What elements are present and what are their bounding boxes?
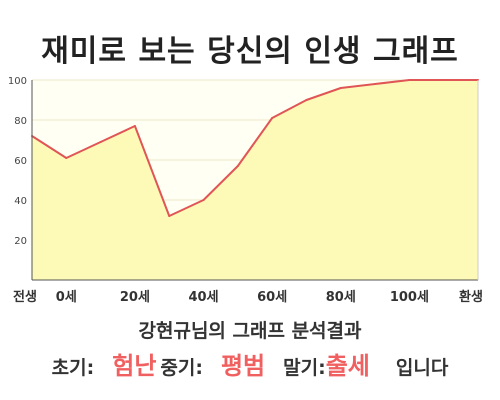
late-label: 말기: (283, 357, 326, 379)
series-line-segment (65, 141, 102, 159)
data-point (339, 87, 342, 89)
early-label: 초기: (51, 357, 95, 379)
data-point (442, 79, 445, 81)
chart-title: 재미로 보는 당신의 인생 그래프 (41, 34, 459, 69)
data-point (65, 157, 68, 159)
data-point (134, 125, 136, 127)
data-point (99, 141, 102, 143)
data-point (271, 117, 273, 119)
data-point (374, 83, 376, 85)
late-value: 출세 (325, 352, 370, 380)
data-point (202, 199, 205, 201)
series-line-segment (271, 99, 308, 119)
series-line-segment (31, 135, 68, 159)
series-line-segment (339, 83, 377, 89)
x-tick-label: 60세 (257, 290, 287, 305)
x-tick-label: 환생 (459, 289, 483, 305)
series-line-segment (168, 199, 205, 217)
x-tick-label: 80세 (326, 290, 356, 305)
series-line-segment (374, 79, 411, 85)
x-tick-label: 100세 (390, 290, 429, 305)
series-line-segment (305, 87, 342, 101)
analysis-subtitle: 강현규님의 그래프 분석결과 (138, 320, 362, 342)
result-suffix: 입니다 (395, 357, 449, 379)
series-line-segment (99, 125, 136, 143)
early-value: 험난 (112, 352, 157, 380)
mid-label: 중기: (160, 357, 203, 379)
y-tick-label: 40 (14, 196, 27, 207)
data-point (168, 215, 171, 217)
data-point (305, 99, 308, 101)
x-tick-label: 0세 (56, 290, 77, 305)
x-tick-label: 20세 (120, 290, 150, 305)
series-line-segment (236, 117, 274, 167)
y-tick-label: 20 (14, 236, 27, 247)
analysis-result: 초기: 험난 중기: 평범 말기: 출세 입니다 (0, 346, 500, 381)
series-line-segment (133, 125, 171, 217)
data-point (408, 79, 411, 81)
x-tick-label: 40세 (189, 290, 219, 305)
mid-value: 평범 (220, 352, 266, 380)
area-fill (32, 80, 478, 280)
y-tick-label: 60 (14, 156, 27, 167)
x-tick-label: 전생 (13, 289, 37, 305)
y-tick-label: 80 (14, 116, 27, 127)
data-point (237, 165, 239, 167)
series-line-segment (202, 165, 239, 201)
y-tick-label: 100 (8, 76, 27, 87)
